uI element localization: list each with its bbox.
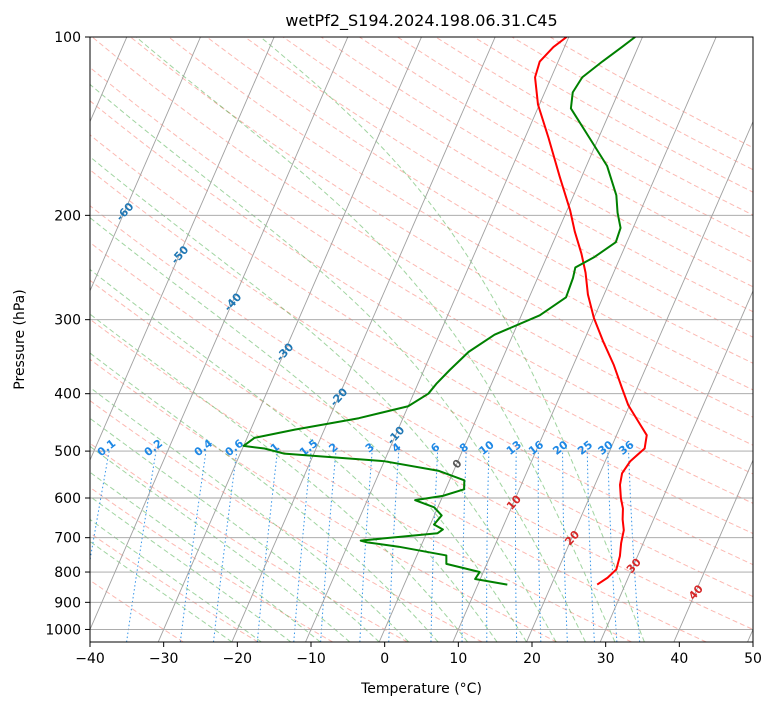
moist-adiabat	[90, 540, 233, 642]
dry-adiabat	[90, 318, 632, 642]
mixing-ratio-line	[256, 451, 278, 642]
mixing-ratio-line	[179, 451, 207, 642]
mixing-ratio-line	[461, 451, 467, 642]
mixing-ratio-line	[320, 451, 337, 642]
isotherm-gridline	[90, 37, 201, 293]
y-tick-label: 300	[54, 313, 81, 329]
dry-adiabat	[90, 134, 753, 535]
y-tick-label: 700	[54, 531, 81, 547]
x-tick-label: 30	[597, 651, 615, 667]
mixing-ratio-line	[126, 451, 157, 642]
y-axis-label: Pressure (hPa)	[12, 289, 28, 389]
moist-adiabat	[90, 83, 586, 642]
chart-title: wetPf2_S194.2024.198.06.31.C45	[285, 11, 557, 31]
moist-adiabat	[90, 268, 498, 642]
dry-adiabat	[90, 205, 753, 598]
isotherm-gridline	[673, 459, 753, 642]
isotherm-gridline	[90, 37, 349, 631]
dewpoint-profile-line	[242, 37, 636, 586]
y-tick-label: 200	[54, 208, 81, 224]
isotherm-gridline	[157, 37, 422, 642]
y-tick-label: 900	[54, 595, 81, 611]
mixing-ratio-line	[562, 451, 568, 642]
dry-adiabat	[90, 400, 483, 642]
x-tick-label: −30	[149, 651, 179, 667]
isotherm-gridline	[378, 37, 643, 642]
x-axis: −40 −30 −20 −10 0 10 20 30 40 50	[75, 642, 762, 667]
dry-adiabats	[90, 37, 753, 642]
isotherm-gridline	[231, 37, 496, 642]
skewed-isotherms	[90, 37, 753, 642]
dry-adiabat	[90, 100, 753, 504]
isotherm-gridline	[305, 37, 570, 642]
isotherm-gridline	[452, 37, 717, 642]
plot-area: -100-90-80-70-60-50-40-30-20-10010203040…	[90, 37, 753, 642]
isotherm-gridline	[90, 37, 275, 462]
moist-adiabat	[90, 217, 527, 642]
temperature-profile-line	[534, 37, 648, 586]
y-tick-label: 600	[54, 491, 81, 507]
moist-adiabat	[90, 417, 380, 642]
y-tick-label: 800	[54, 565, 81, 581]
x-tick-label: −10	[296, 651, 326, 667]
mixing-ratio-line	[90, 451, 110, 564]
y-tick-label: 400	[54, 387, 81, 403]
mixing-ratio-line	[537, 451, 542, 642]
moist-adiabat	[90, 313, 468, 642]
mixing-ratio-line	[586, 451, 595, 642]
moist-adiabat	[90, 352, 439, 642]
x-tick-label: 0	[380, 651, 389, 667]
profile-lines	[242, 37, 648, 586]
mixing-ratio-line	[213, 451, 238, 642]
dry-adiabat	[320, 37, 753, 288]
mixing-ratio-lines	[90, 451, 641, 642]
moist-adiabat	[90, 445, 351, 642]
plot-frame	[89, 36, 754, 643]
mixing-ratio-line	[359, 451, 373, 642]
moist-adiabat	[90, 156, 557, 642]
x-tick-label: −20	[223, 651, 253, 667]
x-tick-label: 40	[670, 651, 688, 667]
moist-adiabat	[135, 37, 616, 642]
x-tick-label: −40	[75, 651, 105, 667]
mixing-ratio-line	[430, 451, 439, 642]
mixing-ratio-line	[293, 451, 312, 642]
y-tick-label: 100	[54, 30, 81, 46]
x-tick-label: 20	[523, 651, 541, 667]
dry-adiabat	[130, 37, 753, 418]
isotherm-gridline	[526, 120, 753, 642]
y-axis: 100 200 300 400 500 600 700 800 900 1000	[45, 30, 90, 638]
x-tick-label: 10	[449, 651, 467, 667]
y-tick-label: 500	[54, 444, 81, 460]
mixing-ratio-line	[388, 451, 400, 642]
moist-adiabat	[260, 37, 645, 642]
moist-adiabat	[90, 471, 321, 642]
mixing-ratio-line	[628, 451, 641, 642]
x-axis-label: Temperature (°C)	[360, 681, 482, 697]
mixing-ratio-line	[486, 451, 490, 642]
mixing-ratio-line	[514, 451, 518, 642]
dry-adiabat	[91, 37, 753, 446]
dry-adiabat	[90, 486, 333, 642]
isotherm-gridline	[599, 289, 753, 642]
dry-adiabat	[90, 279, 707, 642]
x-tick-label: 50	[744, 651, 762, 667]
dry-adiabat	[168, 37, 753, 391]
y-tick-label: 1000	[45, 622, 81, 638]
dry-adiabat	[90, 358, 558, 642]
